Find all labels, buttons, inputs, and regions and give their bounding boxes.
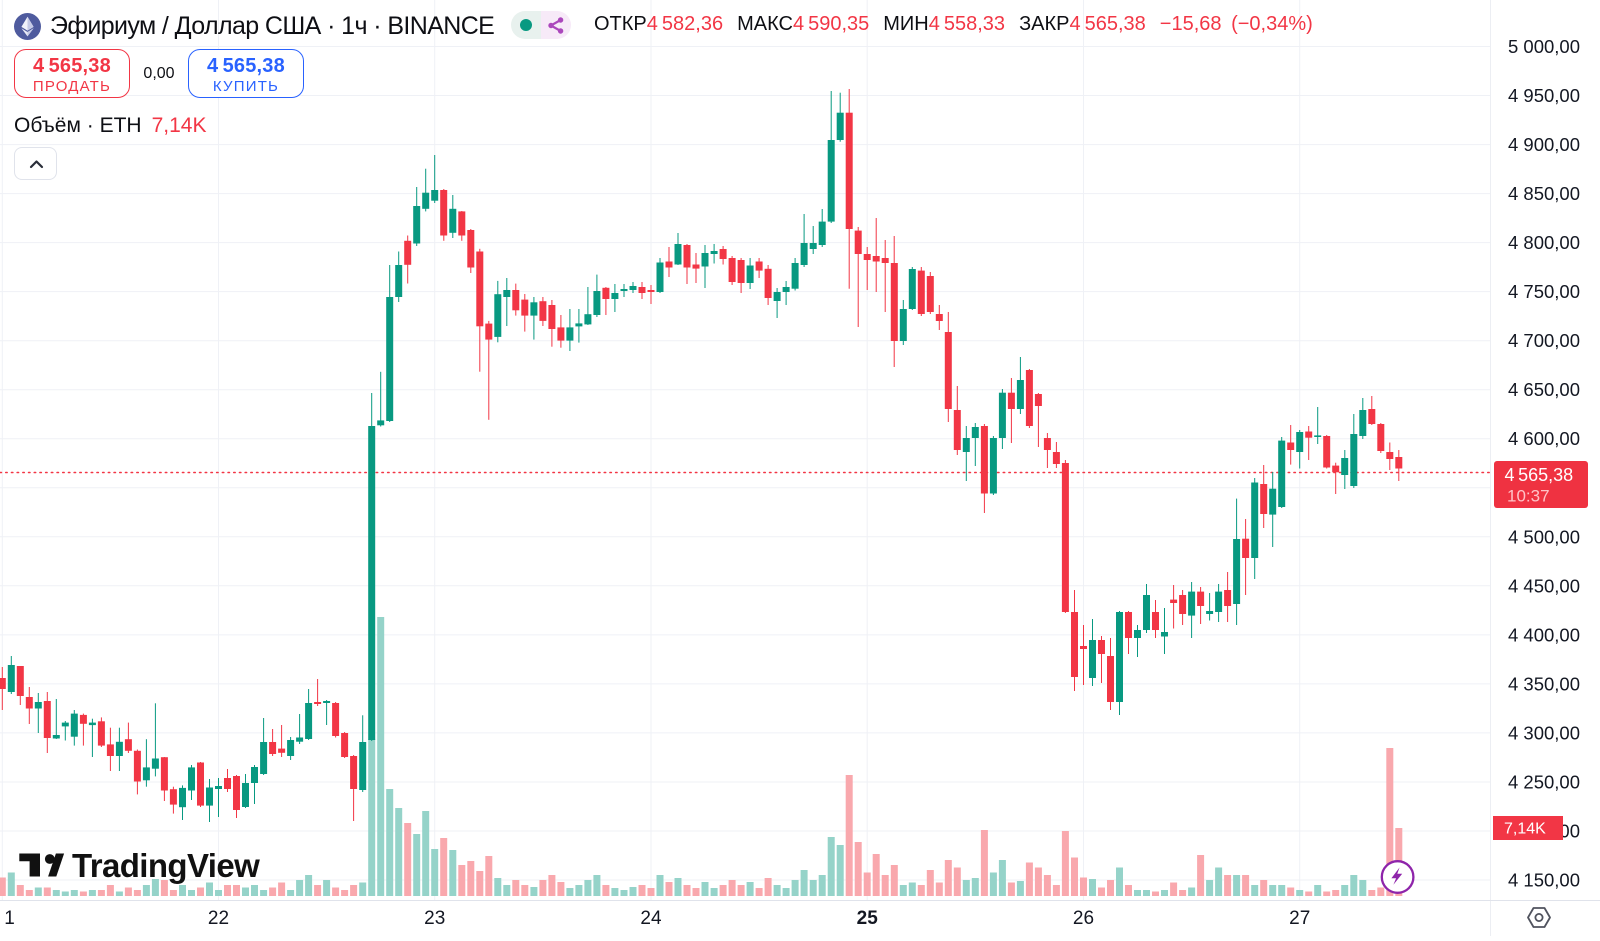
svg-text:4 450,00: 4 450,00: [1508, 575, 1580, 596]
svg-text:4 250,00: 4 250,00: [1508, 772, 1580, 793]
svg-text:4 850,00: 4 850,00: [1508, 183, 1580, 204]
svg-text:4 650,00: 4 650,00: [1508, 379, 1580, 400]
svg-text:22: 22: [208, 908, 229, 929]
svg-text:4 750,00: 4 750,00: [1508, 281, 1580, 302]
svg-text:25: 25: [857, 908, 879, 929]
svg-text:4 950,00: 4 950,00: [1508, 85, 1580, 106]
svg-text:27: 27: [1289, 908, 1310, 929]
svg-text:7,14K: 7,14K: [1504, 821, 1546, 838]
svg-text:4 900,00: 4 900,00: [1508, 134, 1580, 155]
svg-text:4 150,00: 4 150,00: [1508, 870, 1580, 891]
svg-text:26: 26: [1073, 908, 1094, 929]
svg-text:4 350,00: 4 350,00: [1508, 673, 1580, 694]
svg-text:10:37: 10:37: [1507, 487, 1550, 506]
svg-text:5 000,00: 5 000,00: [1508, 36, 1580, 57]
svg-text:1: 1: [4, 908, 15, 929]
svg-text:TradingView: TradingView: [72, 847, 260, 884]
svg-text:4 300,00: 4 300,00: [1508, 722, 1580, 743]
svg-text:23: 23: [424, 908, 445, 929]
svg-text:4 500,00: 4 500,00: [1508, 526, 1580, 547]
svg-text:4 800,00: 4 800,00: [1508, 232, 1580, 253]
svg-text:4 565,38: 4 565,38: [1505, 465, 1574, 485]
svg-text:4 700,00: 4 700,00: [1508, 330, 1580, 351]
svg-text:4 400,00: 4 400,00: [1508, 624, 1580, 645]
svg-text:4 600,00: 4 600,00: [1508, 428, 1580, 449]
svg-text:24: 24: [640, 908, 662, 929]
